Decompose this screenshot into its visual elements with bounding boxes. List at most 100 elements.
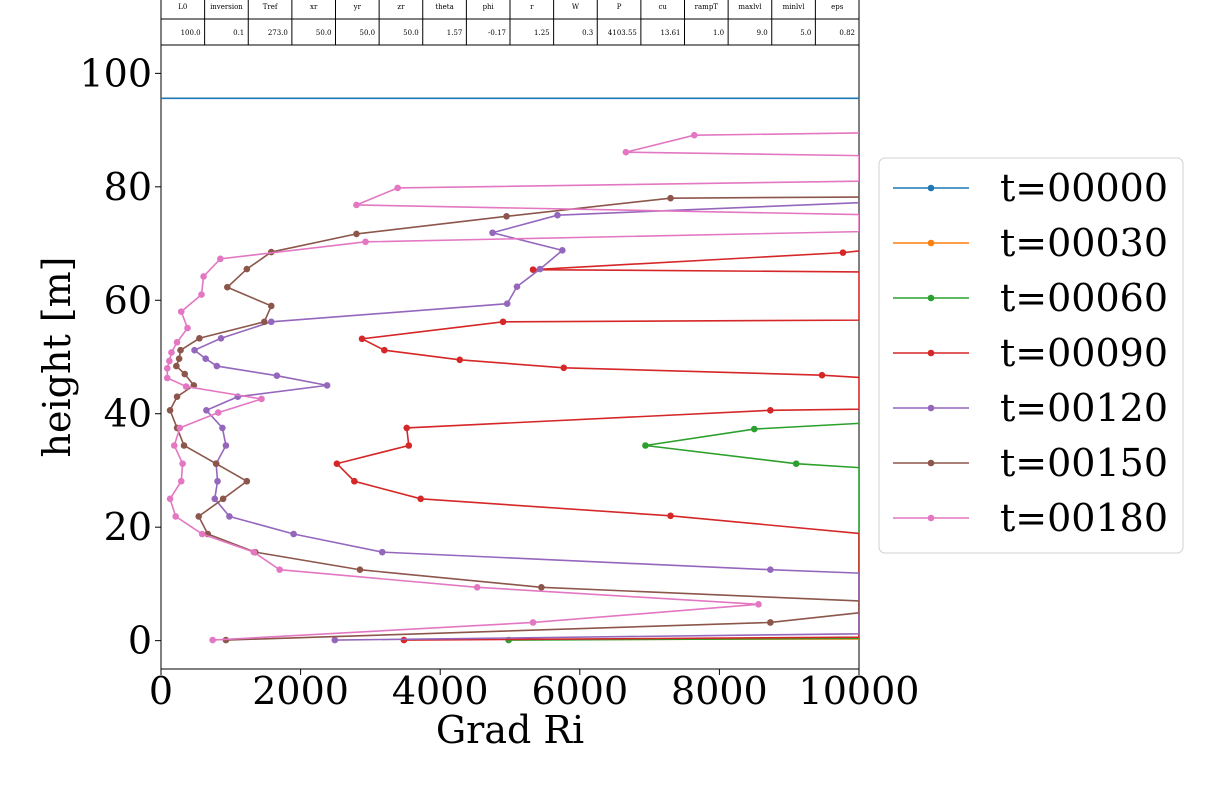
- series-t=00180: [163, 131, 859, 644]
- data-point: [173, 393, 181, 401]
- table-header-cell: minlvl: [783, 3, 806, 11]
- data-point: [503, 213, 510, 220]
- data-point: [276, 566, 283, 574]
- data-point: [180, 442, 188, 449]
- data-point: [559, 247, 566, 254]
- data-point: [222, 442, 230, 449]
- y-tick-label: 20: [104, 505, 152, 549]
- data-point: [378, 548, 386, 556]
- data-point: [217, 334, 225, 342]
- data-point: [405, 442, 413, 449]
- data-point: [166, 357, 173, 365]
- plot-frame: [160, 44, 860, 670]
- table-value-cell: 1.0: [713, 29, 724, 37]
- legend-swatch-marker: [927, 184, 935, 192]
- data-point: [381, 346, 388, 354]
- data-point: [200, 273, 207, 280]
- x-tick-label: 10000: [799, 669, 920, 713]
- y-tick-label: 0: [128, 619, 152, 663]
- table-value-cell: 50.0: [316, 29, 332, 37]
- y-axis-label: height [m]: [35, 257, 79, 458]
- data-point: [767, 407, 774, 414]
- data-point: [667, 512, 674, 520]
- data-point: [323, 382, 331, 389]
- data-point: [456, 356, 464, 364]
- series-line: [508, 422, 859, 641]
- data-point: [258, 395, 265, 403]
- y-tick-label: 80: [104, 165, 152, 209]
- legend-entry: t=00030: [893, 221, 1168, 265]
- data-point: [622, 148, 630, 156]
- data-point: [403, 424, 410, 432]
- data-point: [166, 495, 174, 503]
- data-point: [818, 371, 826, 379]
- table-value-cell: 1.57: [447, 29, 463, 37]
- data-point: [513, 283, 521, 290]
- table-value-cell: 13.61: [660, 29, 680, 37]
- table-value-cell: 100.0: [181, 29, 201, 37]
- data-point: [217, 255, 224, 263]
- data-point: [226, 513, 233, 520]
- data-point: [839, 249, 847, 256]
- data-point: [267, 318, 275, 326]
- series-t=00150: [166, 194, 859, 644]
- data-point: [554, 211, 561, 219]
- data-point: [196, 334, 203, 342]
- series-layer: [161, 97, 859, 644]
- legend-frame: [878, 157, 1184, 554]
- data-point: [273, 372, 281, 380]
- data-point: [213, 362, 221, 370]
- series-line: [192, 201, 859, 641]
- data-point: [690, 131, 698, 139]
- data-point: [755, 601, 762, 608]
- y-tick-label: 60: [104, 278, 152, 322]
- data-point: [214, 477, 221, 485]
- legend-entry: t=00180: [893, 496, 1168, 540]
- data-point: [191, 346, 198, 354]
- table-header-cell: r: [530, 3, 534, 11]
- data-point: [767, 566, 774, 574]
- series-line: [166, 132, 859, 641]
- data-point: [177, 308, 185, 315]
- legend: t=00000 t=00030 t=00060 t=00090 t=00120 t=001…: [878, 157, 1184, 554]
- table-header-cell: W: [572, 3, 580, 11]
- data-point: [792, 460, 800, 467]
- data-point: [536, 265, 544, 273]
- data-point: [203, 407, 210, 414]
- x-tick-label: 4000: [392, 669, 489, 713]
- table-value-cell: -0.17: [488, 29, 506, 37]
- y-axis-ticks: 0 20 40 60 80 100: [79, 51, 161, 663]
- data-point: [172, 513, 179, 520]
- legend-swatch-marker: [927, 294, 935, 302]
- legend-label: t=00030: [1000, 221, 1168, 265]
- data-point: [211, 495, 219, 503]
- data-point: [175, 355, 183, 363]
- table-value-cell: 4103.55: [608, 29, 637, 37]
- data-point: [351, 477, 358, 485]
- data-point: [331, 636, 339, 644]
- data-point: [538, 584, 545, 591]
- y-tick-label: 40: [104, 392, 152, 436]
- data-point: [173, 362, 180, 370]
- data-point: [219, 495, 227, 503]
- x-tick-label: 6000: [531, 669, 628, 713]
- table-header-cell: inversion: [210, 3, 243, 11]
- legend-swatch-marker: [927, 239, 935, 247]
- table-header-cell: phi: [483, 3, 495, 11]
- data-point: [358, 335, 366, 343]
- table-header-cell: maxlvl: [738, 3, 762, 11]
- table-value-cell: 1.25: [534, 29, 550, 37]
- data-point: [642, 442, 649, 449]
- legend-swatch-marker: [927, 514, 935, 522]
- y-tick-label: 100: [79, 51, 152, 95]
- data-point: [224, 283, 231, 291]
- series-line: [335, 250, 859, 641]
- data-point: [394, 184, 401, 192]
- data-point: [182, 383, 190, 390]
- legend-label: t=00150: [1000, 441, 1168, 485]
- data-point: [529, 266, 537, 273]
- data-point: [267, 302, 275, 310]
- data-point: [168, 349, 175, 356]
